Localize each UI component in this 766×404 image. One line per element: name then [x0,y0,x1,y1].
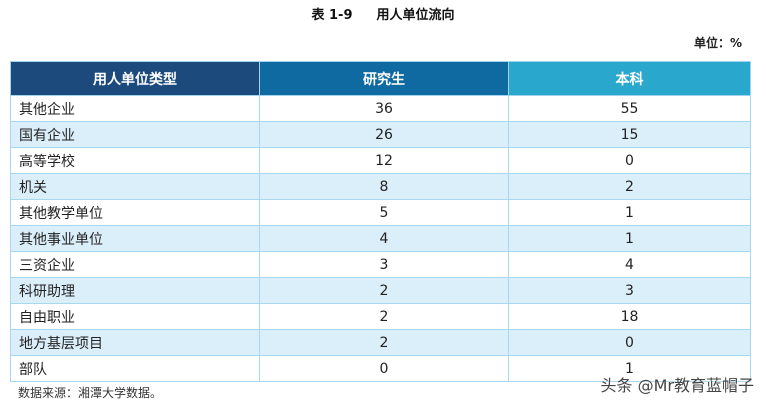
table-row: 机关 8 2 [10,173,751,200]
cell-undergraduate: 1 [508,199,751,226]
cell-graduate: 8 [259,173,509,200]
cell-undergraduate: 3 [508,277,751,304]
table-row: 其他事业单位 4 1 [10,225,751,252]
table-number: 表 1-9 [311,8,353,23]
table-row: 其他企业 36 55 [10,95,751,122]
cell-employer-type: 其他事业单位 [10,225,260,252]
cell-graduate: 2 [259,329,509,356]
employer-flow-table: 用人单位类型 研究生 本科 其他企业 36 55 国有企业 26 15 高等学校 12 0 机关 8… [10,61,751,382]
cell-graduate: 0 [259,355,509,382]
cell-undergraduate: 2 [508,173,751,200]
table-row: 国有企业 26 15 [10,121,751,148]
header-graduate: 研究生 [259,61,509,96]
table-row: 其他教学单位 5 1 [10,199,751,226]
cell-graduate: 2 [259,277,509,304]
cell-undergraduate: 15 [508,121,751,148]
cell-employer-type: 机关 [10,173,260,200]
cell-employer-type: 高等学校 [10,147,260,174]
cell-employer-type: 国有企业 [10,121,260,148]
cell-graduate: 26 [259,121,509,148]
header-undergraduate: 本科 [508,61,751,96]
unit-label: 单位：% [693,36,742,50]
cell-graduate: 36 [259,95,509,122]
cell-employer-type: 自由职业 [10,303,260,330]
table-row: 地方基层项目 2 0 [10,329,751,356]
cell-graduate: 12 [259,147,509,174]
cell-undergraduate: 1 [508,225,751,252]
cell-graduate: 2 [259,303,509,330]
cell-employer-type: 其他教学单位 [10,199,260,226]
watermark: 头条 @Mr教育蓝帽子 [600,376,754,395]
table-row: 高等学校 12 0 [10,147,751,174]
table-title: 表 1-9 用人单位流向 [0,4,766,23]
cell-employer-type: 其他企业 [10,95,260,122]
cell-undergraduate: 0 [508,147,751,174]
table-row: 自由职业 2 18 [10,303,751,330]
table-row: 部队 0 1 [10,355,751,382]
cell-undergraduate: 0 [508,329,751,356]
cell-undergraduate: 4 [508,251,751,278]
cell-employer-type: 地方基层项目 [10,329,260,356]
cell-graduate: 3 [259,251,509,278]
table-title-text: 用人单位流向 [376,8,455,23]
cell-graduate: 5 [259,199,509,226]
table-row: 科研助理 2 3 [10,277,751,304]
table-row: 三资企业 3 4 [10,251,751,278]
cell-undergraduate: 1 [508,355,751,382]
header-row: 用人单位类型 研究生 本科 [10,61,751,96]
cell-employer-type: 科研助理 [10,277,260,304]
source-note: 数据来源：湘潭大学数据。 [18,386,163,400]
cell-employer-type: 部队 [10,355,260,382]
cell-graduate: 4 [259,225,509,252]
cell-employer-type: 三资企业 [10,251,260,278]
header-employer-type: 用人单位类型 [10,61,260,96]
cell-undergraduate: 18 [508,303,751,330]
cell-undergraduate: 55 [508,95,751,122]
